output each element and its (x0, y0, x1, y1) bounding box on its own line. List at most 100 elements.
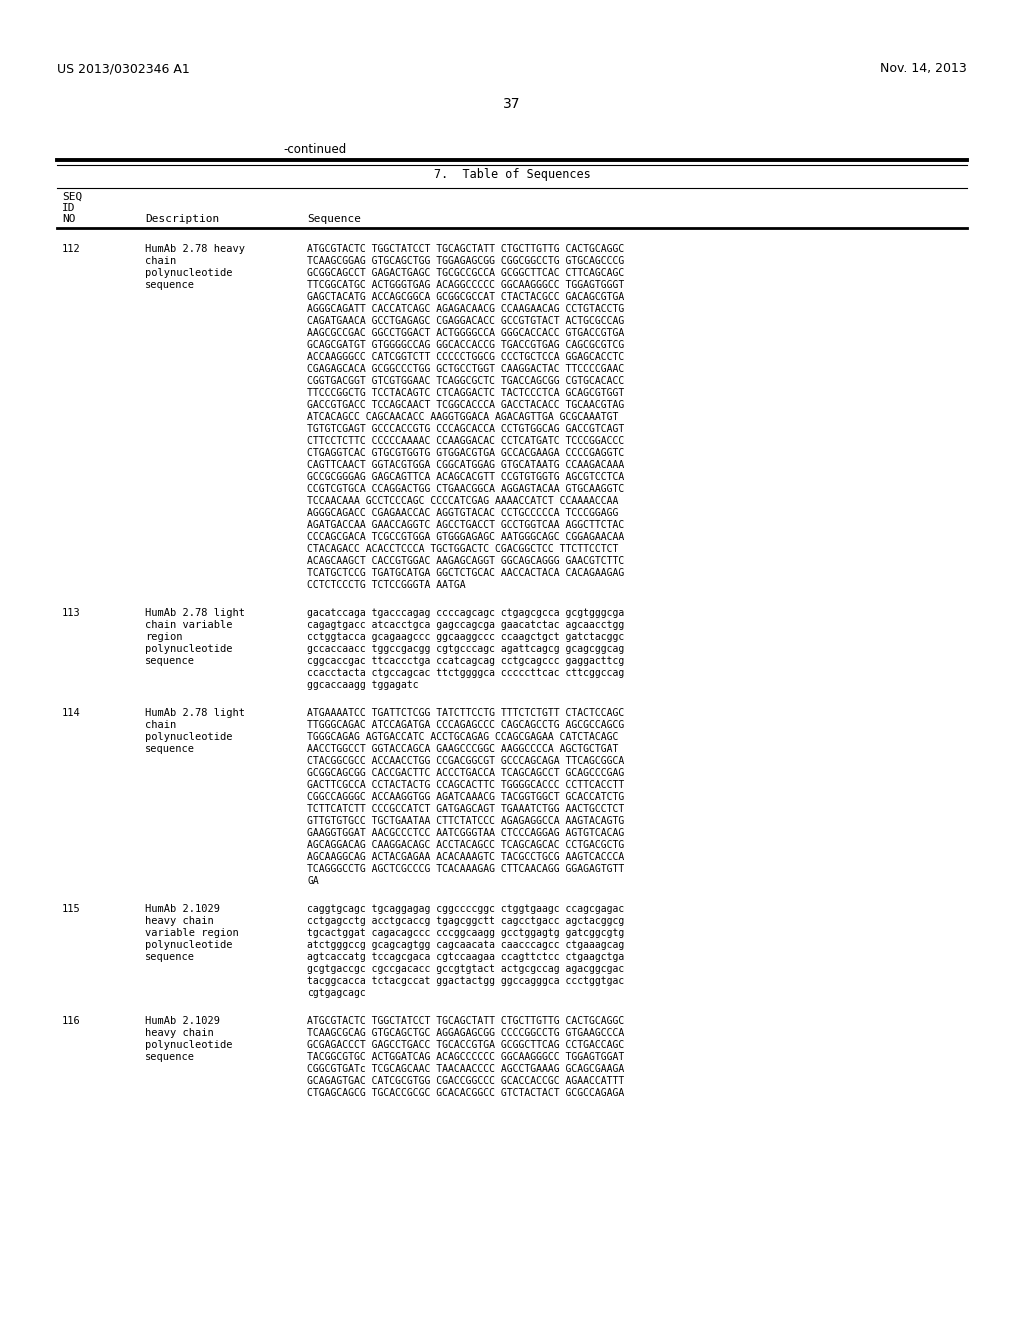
Text: chain: chain (145, 719, 176, 730)
Text: TCAAGCGCAG GTGCAGCTGC AGGAGAGCGG CCCCGGCCTG GTGAAGCCCA: TCAAGCGCAG GTGCAGCTGC AGGAGAGCGG CCCCGGC… (307, 1028, 625, 1038)
Text: tgcactggat cagacagccc cccggcaagg gcctggagtg gatcggcgtg: tgcactggat cagacagccc cccggcaagg gcctgga… (307, 928, 625, 939)
Text: TCTTCATCTT CCCGCCATCT GATGAGCAGT TGAAATCTGG AACTGCCTCT: TCTTCATCTT CCCGCCATCT GATGAGCAGT TGAAATC… (307, 804, 625, 814)
Text: GCGGCAGCCT GAGACTGAGC TGCGCCGCCA GCGGCTTCAC CTTCAGCAGC: GCGGCAGCCT GAGACTGAGC TGCGCCGCCA GCGGCTT… (307, 268, 625, 279)
Text: HumAb 2.78 light: HumAb 2.78 light (145, 609, 245, 618)
Text: TCCAACAAA GCCTCCCAGC CCCCATCGAG AAAACCATCT CCAAAACCAA: TCCAACAAA GCCTCCCAGC CCCCATCGAG AAAACCAT… (307, 496, 618, 506)
Text: polynucleotide: polynucleotide (145, 268, 232, 279)
Text: agtcaccatg tccagcgaca cgtccaagaa ccagttctcc ctgaagctga: agtcaccatg tccagcgaca cgtccaagaa ccagttc… (307, 952, 625, 962)
Text: AGGGCAGACC CGAGAACCAC AGGTGTACAC CCTGCCCCCA TCCCGGAGG: AGGGCAGACC CGAGAACCAC AGGTGTACAC CCTGCCC… (307, 508, 618, 517)
Text: GAAGGTGGAT AACGCCCTCC AATCGGGTAA CTCCCAGGAG AGTGTCACAG: GAAGGTGGAT AACGCCCTCC AATCGGGTAA CTCCCAG… (307, 828, 625, 838)
Text: TCATGCTCCG TGATGCATGA GGCTCTGCAC AACCACTACA CACAGAAGAG: TCATGCTCCG TGATGCATGA GGCTCTGCAC AACCACT… (307, 568, 625, 578)
Text: 37: 37 (503, 96, 521, 111)
Text: variable region: variable region (145, 928, 239, 939)
Text: heavy chain: heavy chain (145, 916, 214, 927)
Text: TCAAGCGGAG GTGCAGCTGG TGGAGAGCGG CGGCGGCCTG GTGCAGCCCG: TCAAGCGGAG GTGCAGCTGG TGGAGAGCGG CGGCGGC… (307, 256, 625, 267)
Text: ggcaccaagg tggagatc: ggcaccaagg tggagatc (307, 680, 419, 690)
Text: heavy chain: heavy chain (145, 1028, 214, 1038)
Text: TACGGCGTGC ACTGGATCAG ACAGCCCCCC GGCAAGGGCC TGGAGTGGAT: TACGGCGTGC ACTGGATCAG ACAGCCCCCC GGCAAGG… (307, 1052, 625, 1063)
Text: TGGGCAGAG AGTGACCATC ACCTGCAGAG CCAGCGAGAA CATCTACAGC: TGGGCAGAG AGTGACCATC ACCTGCAGAG CCAGCGAG… (307, 733, 618, 742)
Text: AGGGCAGATT CACCATCAGC AGAGACAACG CCAAGAACAG CCTGTACCTG: AGGGCAGATT CACCATCAGC AGAGACAACG CCAAGAA… (307, 304, 625, 314)
Text: 116: 116 (62, 1016, 81, 1026)
Text: cgtgagcagc: cgtgagcagc (307, 987, 366, 998)
Text: ATGAAAATCC TGATTCTCGG TATCTTCCTG TTTCTCTGTT CTACTCCAGC: ATGAAAATCC TGATTCTCGG TATCTTCCTG TTTCTCT… (307, 708, 625, 718)
Text: GCAGCGATGT GTGGGGCCAG GGCACCACCG TGACCGTGAG CAGCGCGTCG: GCAGCGATGT GTGGGGCCAG GGCACCACCG TGACCGT… (307, 341, 625, 350)
Text: GCAGAGTGAC CATCGCGTGG CGACCGGCCC GCACCACCGC AGAACCATTT: GCAGAGTGAC CATCGCGTGG CGACCGGCCC GCACCAC… (307, 1076, 625, 1086)
Text: 114: 114 (62, 708, 81, 718)
Text: polynucleotide: polynucleotide (145, 644, 232, 653)
Text: TTCGGCATGC ACTGGGTGAG ACAGGCCCCC GGCAAGGGCC TGGAGTGGGT: TTCGGCATGC ACTGGGTGAG ACAGGCCCCC GGCAAGG… (307, 280, 625, 290)
Text: CCGTCGTGCA CCAGGACTGG CTGAACGGCA AGGAGTACAA GTGCAAGGTC: CCGTCGTGCA CCAGGACTGG CTGAACGGCA AGGAGTA… (307, 484, 625, 494)
Text: region: region (145, 632, 182, 642)
Text: ID: ID (62, 203, 76, 213)
Text: Sequence: Sequence (307, 214, 361, 224)
Text: TGTGTCGAGT GCCCACCGTG CCCAGCACCA CCTGTGGCAG GACCGTCAGT: TGTGTCGAGT GCCCACCGTG CCCAGCACCA CCTGTGG… (307, 424, 625, 434)
Text: sequence: sequence (145, 280, 195, 290)
Text: sequence: sequence (145, 952, 195, 962)
Text: polynucleotide: polynucleotide (145, 1040, 232, 1049)
Text: HumAb 2.1029: HumAb 2.1029 (145, 904, 220, 913)
Text: TTCCCGGCTG TCCTACAGTC CTCAGGACTC TACTCCCTCA GCAGCGTGGT: TTCCCGGCTG TCCTACAGTC CTCAGGACTC TACTCCC… (307, 388, 625, 399)
Text: CGGCCAGGGC ACCAAGGTGG AGATCAAACG TACGGTGGCT GCACCATCTG: CGGCCAGGGC ACCAAGGTGG AGATCAAACG TACGGTG… (307, 792, 625, 803)
Text: GTTGTGTGCC TGCTGAATAA CTTCTATCCC AGAGAGGCCA AAGTACAGTG: GTTGTGTGCC TGCTGAATAA CTTCTATCCC AGAGAGG… (307, 816, 625, 826)
Text: cggcaccgac ttcaccctga ccatcagcag cctgcagccc gaggacttcg: cggcaccgac ttcaccctga ccatcagcag cctgcag… (307, 656, 625, 667)
Text: polynucleotide: polynucleotide (145, 733, 232, 742)
Text: cctgagcctg acctgcaccg tgagcggctt cagcctgacc agctacggcg: cctgagcctg acctgcaccg tgagcggctt cagcctg… (307, 916, 625, 927)
Text: GACCGTGACC TCCAGCAACT TCGGCACCCA GACCTACACC TGCAACGTAG: GACCGTGACC TCCAGCAACT TCGGCACCCA GACCTAC… (307, 400, 625, 411)
Text: sequence: sequence (145, 1052, 195, 1063)
Text: gcgtgaccgc cgccgacacc gccgtgtact actgcgccag agacggcgac: gcgtgaccgc cgccgacacc gccgtgtact actgcgc… (307, 964, 625, 974)
Text: -continued: -continued (283, 143, 346, 156)
Text: 7.  Table of Sequences: 7. Table of Sequences (433, 168, 591, 181)
Text: AGCAGGACAG CAAGGACAGC ACCTACAGCC TCAGCAGCAC CCTGACGCTG: AGCAGGACAG CAAGGACAGC ACCTACAGCC TCAGCAG… (307, 840, 625, 850)
Text: sequence: sequence (145, 656, 195, 667)
Text: chain: chain (145, 256, 176, 267)
Text: gacatccaga tgacccagag ccccagcagc ctgagcgcca gcgtgggcga: gacatccaga tgacccagag ccccagcagc ctgagcg… (307, 609, 625, 618)
Text: GACTTCGCCA CCTACTACTG CCAGCACTTC TGGGGCACCC CCTTCACCTT: GACTTCGCCA CCTACTACTG CCAGCACTTC TGGGGCA… (307, 780, 625, 789)
Text: GAGCTACATG ACCAGCGGCA GCGGCGCCAT CTACTACGCC GACAGCGTGA: GAGCTACATG ACCAGCGGCA GCGGCGCCAT CTACTAC… (307, 292, 625, 302)
Text: atctgggccg gcagcagtgg cagcaacata caacccagcc ctgaaagcag: atctgggccg gcagcagtgg cagcaacata caaccca… (307, 940, 625, 950)
Text: Description: Description (145, 214, 219, 224)
Text: CCTCTCCCTG TCTCCGGGTA AATGA: CCTCTCCCTG TCTCCGGGTA AATGA (307, 579, 466, 590)
Text: 112: 112 (62, 244, 81, 253)
Text: GCGAGACCCT GAGCCTGACC TGCACCGTGA GCGGCTTCAG CCTGACCAGC: GCGAGACCCT GAGCCTGACC TGCACCGTGA GCGGCTT… (307, 1040, 625, 1049)
Text: AGATGACCAA GAACCAGGTC AGCCTGACCT GCCTGGTCAA AGGCTTCTAC: AGATGACCAA GAACCAGGTC AGCCTGACCT GCCTGGT… (307, 520, 625, 531)
Text: AAGCGCCGAC GGCCTGGACT ACTGGGGCCA GGGCACCACC GTGACCGTGA: AAGCGCCGAC GGCCTGGACT ACTGGGGCCA GGGCACC… (307, 327, 625, 338)
Text: ATGCGTACTC TGGCTATCCT TGCAGCTATT CTGCTTGTTG CACTGCAGGC: ATGCGTACTC TGGCTATCCT TGCAGCTATT CTGCTTG… (307, 1016, 625, 1026)
Text: cagagtgacc atcacctgca gagccagcga gaacatctac agcaacctgg: cagagtgacc atcacctgca gagccagcga gaacatc… (307, 620, 625, 630)
Text: tacggcacca tctacgccat ggactactgg ggccagggca ccctggtgac: tacggcacca tctacgccat ggactactgg ggccagg… (307, 975, 625, 986)
Text: Nov. 14, 2013: Nov. 14, 2013 (881, 62, 967, 75)
Text: 115: 115 (62, 904, 81, 913)
Text: GA: GA (307, 876, 318, 886)
Text: ACAGCAAGCT CACCGTGGAC AAGAGCAGGT GGCAGCAGGG GAACGTCTTC: ACAGCAAGCT CACCGTGGAC AAGAGCAGGT GGCAGCA… (307, 556, 625, 566)
Text: CCCAGCGACA TCGCCGTGGA GTGGGAGAGC AATGGGCAGC CGGAGAACAA: CCCAGCGACA TCGCCGTGGA GTGGGAGAGC AATGGGC… (307, 532, 625, 543)
Text: gccaccaacc tggccgacgg cgtgcccagc agattcagcg gcagcggcag: gccaccaacc tggccgacgg cgtgcccagc agattca… (307, 644, 625, 653)
Text: CTACGGCGCC ACCAACCTGG CCGACGGCGT GCCCAGCAGA TTCAGCGGCA: CTACGGCGCC ACCAACCTGG CCGACGGCGT GCCCAGC… (307, 756, 625, 766)
Text: CGGTGACGGT GTCGTGGAAC TCAGGCGCTC TGACCAGCGG CGTGCACACC: CGGTGACGGT GTCGTGGAAC TCAGGCGCTC TGACCAG… (307, 376, 625, 385)
Text: AGCAAGGCAG ACTACGAGAA ACACAAAGTC TACGCCTGCG AAGTCACCCA: AGCAAGGCAG ACTACGAGAA ACACAAAGTC TACGCCT… (307, 851, 625, 862)
Text: HumAb 2.78 heavy: HumAb 2.78 heavy (145, 244, 245, 253)
Text: CTGAGGTCAC GTGCGTGGTG GTGGACGTGA GCCACGAAGA CCCCGAGGTC: CTGAGGTCAC GTGCGTGGTG GTGGACGTGA GCCACGA… (307, 447, 625, 458)
Text: CAGATGAACA GCCTGAGAGC CGAGGACACC GCCGTGTACT ACTGCGCCAG: CAGATGAACA GCCTGAGAGC CGAGGACACC GCCGTGT… (307, 315, 625, 326)
Text: SEQ: SEQ (62, 191, 82, 202)
Text: 113: 113 (62, 609, 81, 618)
Text: caggtgcagc tgcaggagag cggccccggc ctggtgaagc ccagcgagac: caggtgcagc tgcaggagag cggccccggc ctggtga… (307, 904, 625, 913)
Text: NO: NO (62, 214, 76, 224)
Text: ACCAAGGGCC CATCGGTCTT CCCCCTGGCG CCCTGCTCCA GGAGCACCTC: ACCAAGGGCC CATCGGTCTT CCCCCTGGCG CCCTGCT… (307, 352, 625, 362)
Text: HumAb 2.1029: HumAb 2.1029 (145, 1016, 220, 1026)
Text: HumAb 2.78 light: HumAb 2.78 light (145, 708, 245, 718)
Text: CTTCCTCTTC CCCCCAAAAC CCAAGGACAC CCTCATGATC TCCCGGACCC: CTTCCTCTTC CCCCCAAAAC CCAAGGACAC CCTCATG… (307, 436, 625, 446)
Text: CAGTTCAACT GGTACGTGGA CGGCATGGAG GTGCATAATG CCAAGACAAA: CAGTTCAACT GGTACGTGGA CGGCATGGAG GTGCATA… (307, 459, 625, 470)
Text: US 2013/0302346 A1: US 2013/0302346 A1 (57, 62, 189, 75)
Text: cctggtacca gcagaagccc ggcaaggccc ccaagctgct gatctacggc: cctggtacca gcagaagccc ggcaaggccc ccaagct… (307, 632, 625, 642)
Text: chain variable: chain variable (145, 620, 232, 630)
Text: ATGCGTACTC TGGCTATCCT TGCAGCTATT CTGCTTGTTG CACTGCAGGC: ATGCGTACTC TGGCTATCCT TGCAGCTATT CTGCTTG… (307, 244, 625, 253)
Text: ATCACAGCC CAGCAACACC AAGGTGGACA AGACAGTTGA GCGCAAATGT: ATCACAGCC CAGCAACACC AAGGTGGACA AGACAGTT… (307, 412, 618, 422)
Text: ccacctacta ctgccagcac ttctggggca cccccttcac cttcggccag: ccacctacta ctgccagcac ttctggggca ccccctt… (307, 668, 625, 678)
Text: CTGAGCAGCG TGCACCGCGC GCACACGGCC GTCTACTACT GCGCCAGAGA: CTGAGCAGCG TGCACCGCGC GCACACGGCC GTCTACT… (307, 1088, 625, 1098)
Text: CGGCGTGATc TCGCAGCAAC TAACAACCCC AGCCTGAAAG GCAGCGAAGA: CGGCGTGATc TCGCAGCAAC TAACAACCCC AGCCTGA… (307, 1064, 625, 1074)
Text: AACCTGGCCT GGTACCAGCA GAAGCCCGGC AAGGCCCCA AGCTGCTGAT: AACCTGGCCT GGTACCAGCA GAAGCCCGGC AAGGCCC… (307, 744, 618, 754)
Text: sequence: sequence (145, 744, 195, 754)
Text: TCAGGGCCTG AGCTCGCCCG TCACAAAGAG CTTCAACAGG GGAGAGTGTT: TCAGGGCCTG AGCTCGCCCG TCACAAAGAG CTTCAAC… (307, 865, 625, 874)
Text: CGAGAGCACA GCGGCCCTGG GCTGCCTGGT CAAGGACTAC TTCCCCGAAC: CGAGAGCACA GCGGCCCTGG GCTGCCTGGT CAAGGAC… (307, 364, 625, 374)
Text: CTACAGACC ACACCTCCCA TGCTGGACTC CGACGGCTCC TTCTTCCTCT: CTACAGACC ACACCTCCCA TGCTGGACTC CGACGGCT… (307, 544, 618, 554)
Text: GCCGCGGGAG GAGCAGTTCA ACAGCACGTT CCGTGTGGTG AGCGTCCTCA: GCCGCGGGAG GAGCAGTTCA ACAGCACGTT CCGTGTG… (307, 473, 625, 482)
